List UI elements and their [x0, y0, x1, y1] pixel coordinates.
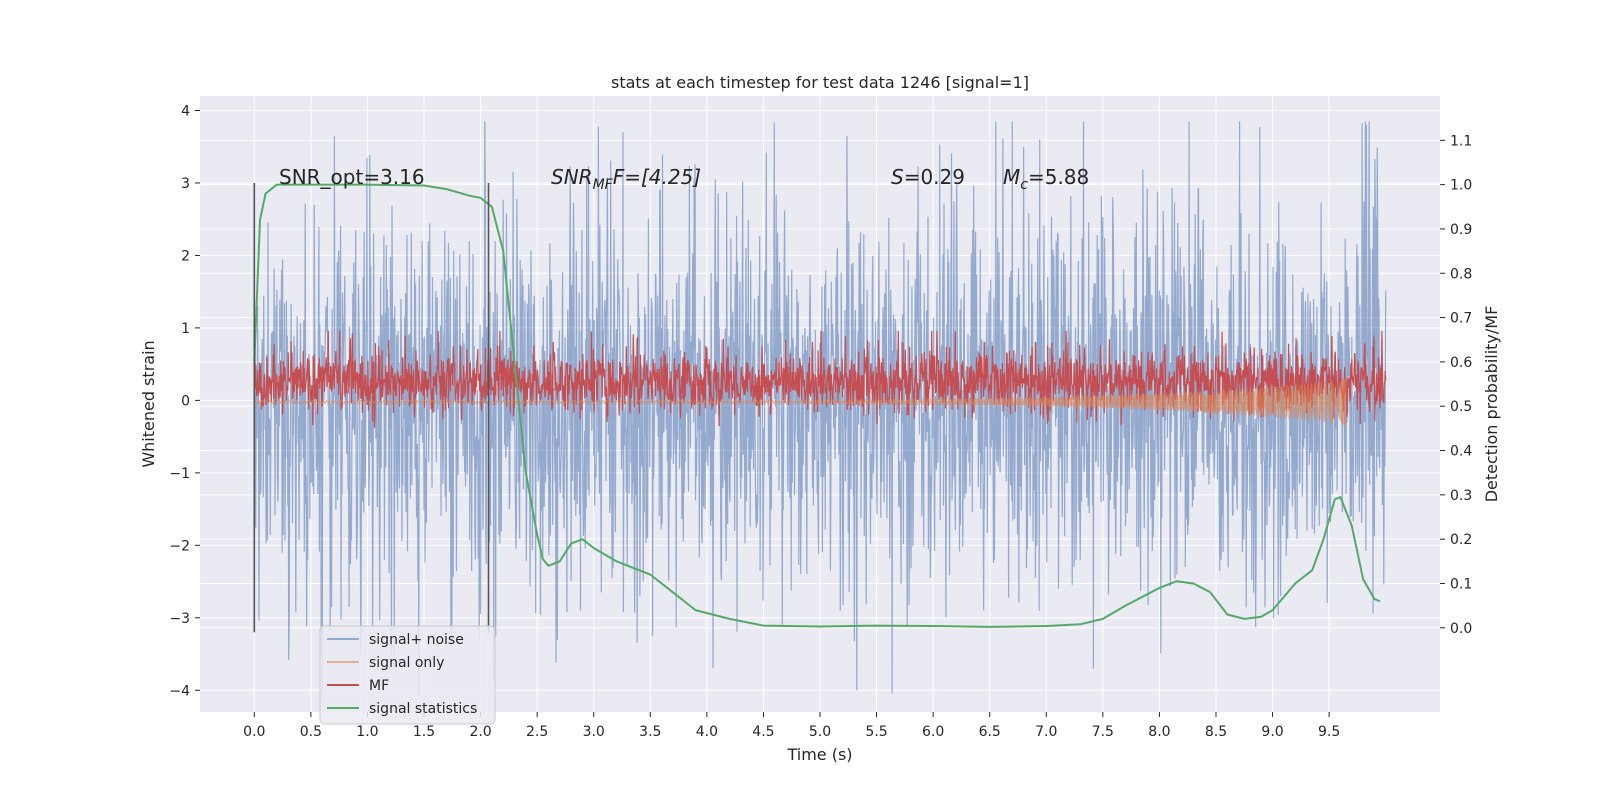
x-tick-label: 2.5 [526, 724, 548, 740]
y-tick-label-left: 4 [181, 103, 190, 119]
y-tick-label-right: 0.8 [1450, 266, 1472, 282]
y-tick-label-right: 0.3 [1450, 488, 1472, 504]
y-tick-label-right: 0.1 [1450, 576, 1472, 592]
annotation-mc-value: =5.88 [1028, 165, 1089, 189]
x-tick-label: 1.0 [356, 724, 378, 740]
y-axis-label-left: Whitened strain [139, 340, 158, 467]
x-tick-label: 0.5 [300, 724, 322, 740]
y-tick-label-left: 3 [181, 176, 190, 192]
x-tick-label: 6.5 [979, 724, 1001, 740]
y-tick-label-right: 0.2 [1450, 532, 1472, 548]
axes: 0.0 0.5 1.0 1.5 2.0 2.5 3.0 3.5 4.0 4.5 5.0 5.5 6.0 6… [169, 103, 1472, 740]
annotation-s: S=0.29 [891, 165, 965, 189]
x-tick-label: 5.0 [809, 724, 831, 740]
y-tick-label-right: 0.9 [1450, 222, 1472, 238]
x-tick-label: 7.0 [1035, 724, 1057, 740]
legend-label-signal-only: signal only [369, 655, 444, 671]
annotation-snr-mf-sub: MF [593, 177, 614, 193]
y-tick-label-left: 2 [181, 248, 190, 264]
y-tick-label-right: 1.0 [1450, 178, 1472, 194]
y-tick-label-right: 0.5 [1450, 399, 1472, 415]
y-tick-label-right: 0.0 [1450, 621, 1472, 637]
x-axis-label: Time (s) [786, 745, 852, 764]
annotation-mc: Mc=5.88 [1003, 165, 1089, 193]
y-tick-label-left: −2 [169, 538, 190, 554]
x-tick-label: 2.0 [469, 724, 491, 740]
annotation-snr-mf-suffix: F=[4.25] [613, 165, 701, 189]
y-tick-label-right: 1.1 [1450, 133, 1472, 149]
vertical-markers [253, 182, 490, 633]
x-tick-label: 5.5 [865, 724, 887, 740]
x-tick-label: 9.5 [1318, 724, 1340, 740]
annotation-mc-label: M [1003, 165, 1020, 189]
annotation-s-label: S [891, 165, 904, 189]
signal-only-line [253, 378, 1347, 426]
x-tick-label: 3.5 [639, 724, 661, 740]
series-layer [253, 121, 1387, 694]
y-tick-label-left: 1 [181, 321, 190, 337]
x-tick-label: 0.0 [243, 724, 265, 740]
y-tick-label-right: 0.7 [1450, 311, 1472, 327]
x-tick-label: 6.0 [922, 724, 944, 740]
x-tick-label: 1.5 [413, 724, 435, 740]
signal-statistics-line [253, 183, 1381, 628]
annotation-s-value: =0.29 [904, 165, 965, 189]
x-tick-label: 3.0 [583, 724, 605, 740]
x-tick-label: 4.5 [752, 724, 774, 740]
y-tick-label-left: −4 [169, 683, 190, 699]
annotation-snr-mf: SNRMFF=[4.25] [551, 165, 701, 193]
legend-label-mf: MF [369, 678, 389, 694]
y-tick-label-right: 0.4 [1450, 444, 1472, 460]
signal-noise-line [253, 121, 1387, 694]
y-tick-label-left: −1 [169, 466, 190, 482]
chart-title: stats at each timestep for test data 124… [611, 73, 1029, 92]
y-tick-label-left: −3 [169, 611, 190, 627]
x-tick-label: 4.0 [696, 724, 718, 740]
x-tick-label: 9.0 [1261, 724, 1283, 740]
x-tick-label: 8.0 [1148, 724, 1170, 740]
legend-label-signal-noise: signal+ noise [369, 632, 464, 648]
y-tick-label-left: 0 [181, 393, 190, 409]
legend-box [319, 625, 496, 725]
y-axis-label-right: Detection probability/MF [1482, 306, 1501, 503]
annotation-snr-opt: SNR_opt=3.16 [279, 165, 425, 189]
y-tick-label-right: 0.6 [1450, 355, 1472, 371]
annotation-mc-sub: c [1020, 177, 1028, 193]
legend-label-signal-statistics: signal statistics [369, 701, 477, 717]
x-tick-label: 7.5 [1092, 724, 1114, 740]
x-tick-label: 8.5 [1205, 724, 1227, 740]
annotation-snr-mf-prefix: SNR [551, 165, 593, 189]
legend: signal+ noise signal only MF signal stat… [319, 625, 496, 725]
